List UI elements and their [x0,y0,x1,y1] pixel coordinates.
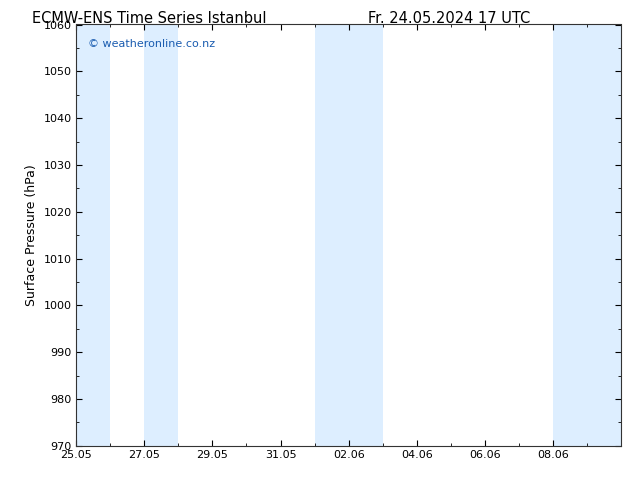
Bar [314,24,383,446]
Text: Fr. 24.05.2024 17 UTC: Fr. 24.05.2024 17 UTC [368,11,530,26]
Bar [76,24,110,446]
Bar [553,24,621,446]
Text: © weatheronline.co.nz: © weatheronline.co.nz [88,39,215,49]
Bar [144,24,178,446]
Y-axis label: Surface Pressure (hPa): Surface Pressure (hPa) [25,164,38,306]
Text: ECMW-ENS Time Series Istanbul: ECMW-ENS Time Series Istanbul [32,11,266,26]
